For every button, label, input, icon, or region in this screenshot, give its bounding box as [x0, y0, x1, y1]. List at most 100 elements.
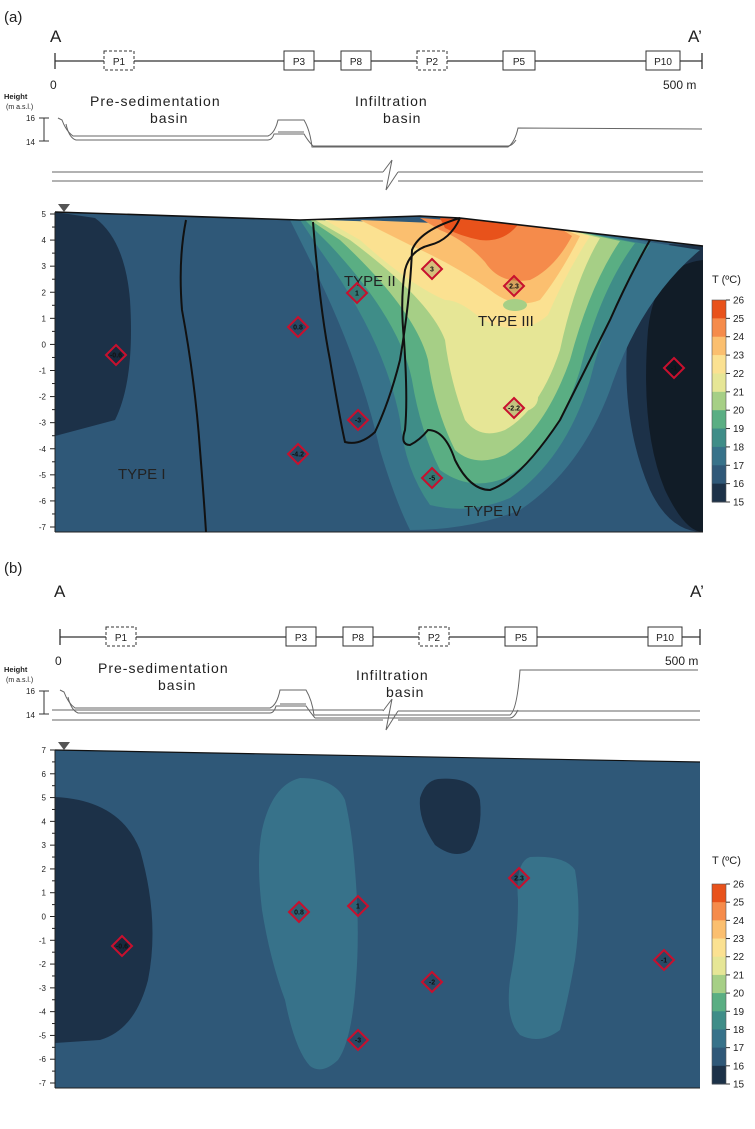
svg-text:P5: P5: [513, 57, 526, 68]
marker-diamond: [104, 343, 128, 367]
water-table-marker-icon: [58, 204, 70, 212]
svg-text:P8: P8: [350, 57, 363, 68]
legend-color-swatch: [712, 956, 726, 976]
legend-color-swatch: [712, 884, 726, 903]
legend-color-swatch: [712, 336, 726, 356]
panel-b-label: (b): [4, 560, 22, 577]
temperature-marker: 1: [345, 281, 369, 305]
y-tick-label: -4: [39, 445, 47, 454]
panel-a-y-ticks: 5 4 3 2 1 0 -1 -2 -3 -4 -5 -6 -7: [39, 210, 55, 532]
legend-tick-label: 18: [733, 442, 745, 453]
marker-value: -5: [429, 476, 435, 483]
legend-color-swatch: [712, 410, 726, 430]
panel-b: (b) A A’ P1 P3 P8 P2: [4, 560, 745, 1091]
basin-left-line1: Pre-sedimentation: [98, 660, 229, 676]
legend-color-swatch: [712, 1047, 726, 1067]
marker-value: 3: [430, 267, 434, 274]
panel-b-legend: T (ºC) 26 25 24 23 22 21 20 19 18 17 16 15: [711, 855, 745, 1091]
zone-label-type-iv: TYPE IV: [464, 503, 522, 520]
height-axis-title: Height: [4, 92, 28, 101]
panel-a-temperature-section: 5 4 3 2 1 0 -1 -2 -3 -4 -5 -6 -7 TYPE I TYPE II TYPE…: [39, 204, 704, 533]
well-box-p3: P3: [285, 626, 317, 647]
panel-b-legend-title: T (ºC): [712, 855, 741, 867]
marker-diamond: [502, 274, 526, 298]
panel-b-end-label: A’: [690, 582, 704, 601]
well-box-p8: P8: [340, 50, 372, 71]
y-tick-label: 7: [42, 746, 47, 755]
legend-color-swatch: [712, 902, 726, 921]
svg-text:P2: P2: [428, 633, 441, 644]
svg-text:P8: P8: [352, 633, 365, 644]
temperature-marker: 1: [346, 894, 370, 918]
marker-value: 1: [356, 904, 360, 911]
svg-text:P1: P1: [115, 633, 128, 644]
y-tick-label: -6: [39, 497, 47, 506]
panel-b-distance-label: 500 m: [665, 654, 698, 668]
temperature-marker: -5: [420, 466, 444, 490]
well-box-p10: P10: [645, 50, 681, 71]
well-box-p1: P1: [105, 626, 137, 647]
marker-diamond: [662, 356, 686, 380]
panel-a-zone-boundaries: [179, 217, 651, 533]
legend-tick-label: 26: [733, 880, 745, 891]
marker-value: -1: [671, 366, 677, 373]
panel-b-y-ticks: 7 6 5 4 3 2 1 0 -1 -2 -3 -4 -5 -6 -7: [39, 746, 55, 1088]
y-tick-label: 0: [42, 340, 47, 349]
legend-tick-label: 15: [733, 498, 745, 509]
panel-b-height-profile: Height (m a.s.l.) 16 14 Pre-sedimentatio…: [4, 660, 700, 731]
marker-diamond: [652, 948, 676, 972]
svg-text:P3: P3: [295, 633, 308, 644]
water-table-marker-icon: [58, 742, 70, 750]
legend-color-swatch: [712, 446, 726, 466]
legend-tick-label: 25: [733, 898, 745, 909]
y-tick-label: -5: [39, 1031, 47, 1040]
marker-value: -3: [355, 418, 361, 425]
marker-value: -2: [429, 980, 435, 987]
height-axis-units: (m a.s.l.): [6, 104, 33, 111]
legend-color-swatch: [712, 300, 726, 319]
marker-diamond: [346, 408, 370, 432]
panel-a-profile-axis: P1 P3 P8 P2 P5 P10 0 500 m: [50, 50, 703, 92]
panel-a-markers: -0.6 0.8 1 3 2.3 -1 -3 -2.2 -4.2 -5: [104, 257, 686, 490]
temperature-marker: 2.3: [502, 274, 526, 298]
temperature-marker: -2: [420, 970, 444, 994]
y-tick-label: 0: [42, 913, 47, 922]
legend-tick-label: 21: [733, 387, 745, 398]
legend-tick-label: 22: [733, 369, 745, 380]
temperature-marker: 3: [420, 257, 444, 281]
basin-left-line2: basin: [150, 110, 188, 126]
marker-diamond: [420, 970, 444, 994]
svg-text:14: 14: [26, 711, 35, 720]
legend-tick-label: 17: [733, 461, 745, 472]
panel-a-origin-label: 0: [50, 78, 57, 92]
well-box-p3: P3: [283, 50, 315, 71]
y-tick-label: 5: [42, 210, 47, 219]
panel-a: (a) A A’ P1 P3 P8 P2: [4, 9, 745, 533]
svg-text:P5: P5: [515, 633, 528, 644]
panel-b-origin-label: 0: [55, 654, 62, 668]
svg-text:16: 16: [26, 114, 35, 123]
panel-a-end-label: A’: [688, 27, 702, 46]
basin-right-line2: basin: [386, 684, 424, 700]
zone-label-type-ii: TYPE II: [344, 273, 396, 290]
svg-text:P10: P10: [654, 57, 672, 68]
marker-diamond: [286, 315, 310, 339]
temperature-marker: -0.6: [110, 934, 134, 958]
y-tick-label: 3: [42, 262, 47, 271]
marker-value: 1: [355, 291, 359, 298]
marker-value: 0.8: [293, 325, 303, 332]
legend-tick-label: 19: [733, 1007, 745, 1018]
legend-color-swatch: [712, 938, 726, 958]
legend-color-swatch: [712, 373, 726, 393]
well-box-p2: P2: [416, 50, 448, 71]
legend-color-swatch: [712, 428, 726, 448]
legend-tick-label: 25: [733, 314, 745, 325]
legend-tick-label: 16: [733, 1061, 745, 1072]
panel-a-height-profile: Height (m a.s.l.) 16 14 Pre-sedimentatio…: [4, 92, 703, 191]
y-tick-label: 2: [42, 865, 47, 874]
temperature-marker: 2.3: [507, 866, 531, 890]
panel-a-legend-title: T (ºC): [712, 274, 741, 286]
legend-tick-label: 21: [733, 970, 745, 981]
well-box-p5: P5: [504, 626, 538, 647]
svg-text:P10: P10: [656, 633, 674, 644]
